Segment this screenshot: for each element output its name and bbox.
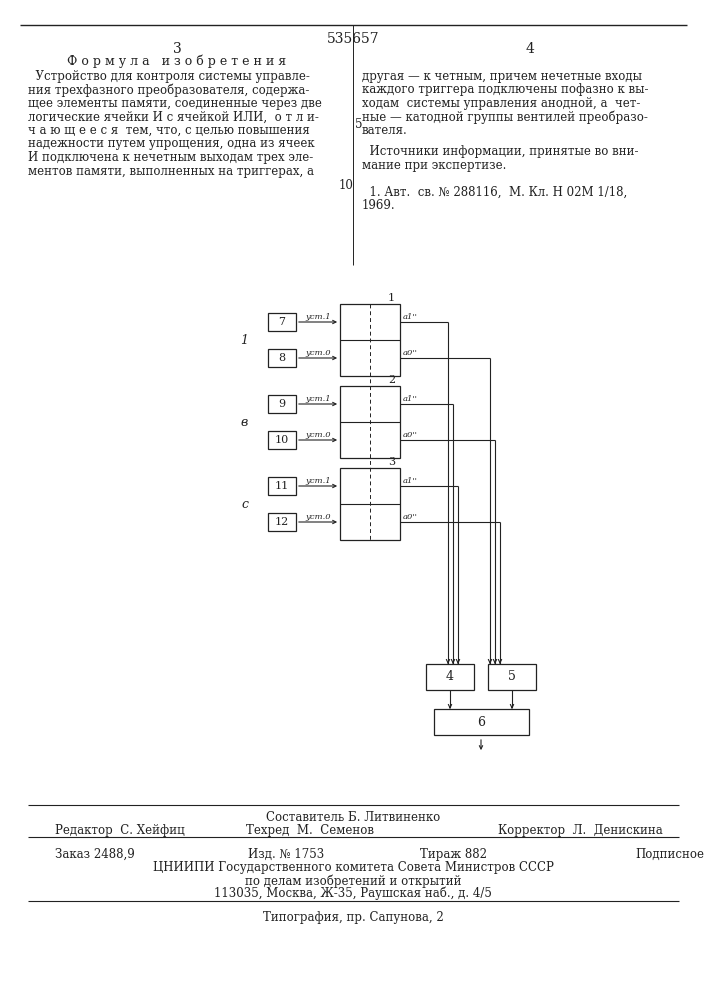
Text: а1'': а1'': [403, 477, 418, 485]
Text: 535657: 535657: [327, 32, 380, 46]
Text: Тираж 882: Тираж 882: [420, 848, 487, 861]
Text: уст.1: уст.1: [305, 395, 331, 403]
Text: уст.1: уст.1: [305, 313, 331, 321]
Text: ния трехфазного преобразователя, содержа-: ния трехфазного преобразователя, содержа…: [28, 84, 310, 97]
Text: другая — к четным, причем нечетные входы: другая — к четным, причем нечетные входы: [362, 70, 642, 83]
Text: с: с: [241, 497, 248, 510]
Text: 11: 11: [275, 481, 289, 491]
Text: Ф о р м у л а   и з о б р е т е н и я: Ф о р м у л а и з о б р е т е н и я: [67, 54, 286, 68]
Text: И подключена к нечетным выходам трех эле-: И подключена к нечетным выходам трех эле…: [28, 151, 313, 164]
Text: 113035, Москва, Ж-35, Раушская наб., д. 4/5: 113035, Москва, Ж-35, Раушская наб., д. …: [214, 887, 492, 900]
Text: логические ячейки И с ячейкой ИЛИ,  о т л и-: логические ячейки И с ячейкой ИЛИ, о т л…: [28, 110, 319, 123]
Text: мание при экспертизе.: мание при экспертизе.: [362, 158, 506, 172]
Text: надежности путем упрощения, одна из ячеек: надежности путем упрощения, одна из ячее…: [28, 137, 315, 150]
Text: уст.0: уст.0: [305, 349, 331, 357]
Bar: [268, 513, 296, 531]
Text: Техред  М.  Семенов: Техред М. Семенов: [246, 824, 374, 837]
Text: Типография, пр. Сапунова, 2: Типография, пр. Сапунова, 2: [262, 911, 443, 924]
Bar: [268, 431, 296, 449]
Text: а0'': а0'': [403, 513, 418, 521]
Text: 1: 1: [388, 293, 395, 303]
Text: а1'': а1'': [403, 313, 418, 321]
Text: а1'': а1'': [403, 395, 418, 403]
Text: 5: 5: [355, 117, 363, 130]
Bar: [433, 709, 529, 735]
Bar: [488, 664, 536, 690]
Text: 1969.: 1969.: [362, 199, 396, 212]
Text: ментов памяти, выполненных на триггерах, а: ментов памяти, выполненных на триггерах,…: [28, 164, 314, 178]
Text: Подписное: Подписное: [635, 848, 704, 861]
Text: в: в: [241, 416, 248, 428]
Bar: [340, 468, 400, 540]
Text: 1. Авт.  св. № 288116,  М. Кл. Н 02М 1/18,: 1. Авт. св. № 288116, М. Кл. Н 02М 1/18,: [362, 186, 627, 198]
Bar: [340, 304, 400, 376]
Text: 5: 5: [508, 670, 516, 684]
Text: 10: 10: [275, 435, 289, 445]
Text: Составитель Б. Литвиненко: Составитель Б. Литвиненко: [266, 811, 440, 824]
Text: 2: 2: [388, 375, 395, 385]
Text: Устройство для контроля системы управле-: Устройство для контроля системы управле-: [28, 70, 310, 83]
Text: 1: 1: [240, 334, 248, 347]
Text: Редактор  С. Хейфиц: Редактор С. Хейфиц: [55, 824, 185, 837]
Text: ходам  системы управления анодной, а  чет-: ходам системы управления анодной, а чет-: [362, 97, 641, 110]
Text: вателя.: вателя.: [362, 124, 408, 137]
Text: а0'': а0'': [403, 431, 418, 439]
Text: 9: 9: [279, 399, 286, 409]
Text: 4: 4: [525, 42, 534, 56]
Text: уст.0: уст.0: [305, 513, 331, 521]
Text: Корректор  Л.  Денискина: Корректор Л. Денискина: [498, 824, 662, 837]
Text: 6: 6: [477, 716, 485, 728]
Text: ные — катодной группы вентилей преобразо-: ные — катодной группы вентилей преобразо…: [362, 110, 648, 124]
Text: а0'': а0'': [403, 349, 418, 357]
Text: по делам изобретений и открытий: по делам изобретений и открытий: [245, 874, 461, 888]
Text: 10: 10: [338, 179, 353, 192]
Text: 3: 3: [173, 42, 182, 56]
Text: щее элементы памяти, соединенные через две: щее элементы памяти, соединенные через д…: [28, 97, 322, 110]
Text: уст.1: уст.1: [305, 477, 331, 485]
Text: 7: 7: [279, 317, 286, 327]
Text: ЦНИИПИ Государственного комитета Совета Министров СССР: ЦНИИПИ Государственного комитета Совета …: [153, 861, 554, 874]
Bar: [268, 395, 296, 413]
Bar: [268, 349, 296, 367]
Text: Заказ 2488,9: Заказ 2488,9: [55, 848, 135, 861]
Text: ч а ю щ е е с я  тем, что, с целью повышения: ч а ю щ е е с я тем, что, с целью повыше…: [28, 124, 310, 137]
Text: 8: 8: [279, 353, 286, 363]
Bar: [426, 664, 474, 690]
Text: уст.0: уст.0: [305, 431, 331, 439]
Bar: [268, 477, 296, 495]
Text: 4: 4: [446, 670, 454, 684]
Bar: [268, 313, 296, 331]
Text: каждого триггера подключены пофазно к вы-: каждого триггера подключены пофазно к вы…: [362, 84, 648, 97]
Text: 3: 3: [388, 457, 395, 467]
Text: 12: 12: [275, 517, 289, 527]
Text: Источники информации, принятые во вни-: Источники информации, принятые во вни-: [362, 145, 638, 158]
Bar: [340, 386, 400, 458]
Text: Изд. № 1753: Изд. № 1753: [248, 848, 325, 861]
